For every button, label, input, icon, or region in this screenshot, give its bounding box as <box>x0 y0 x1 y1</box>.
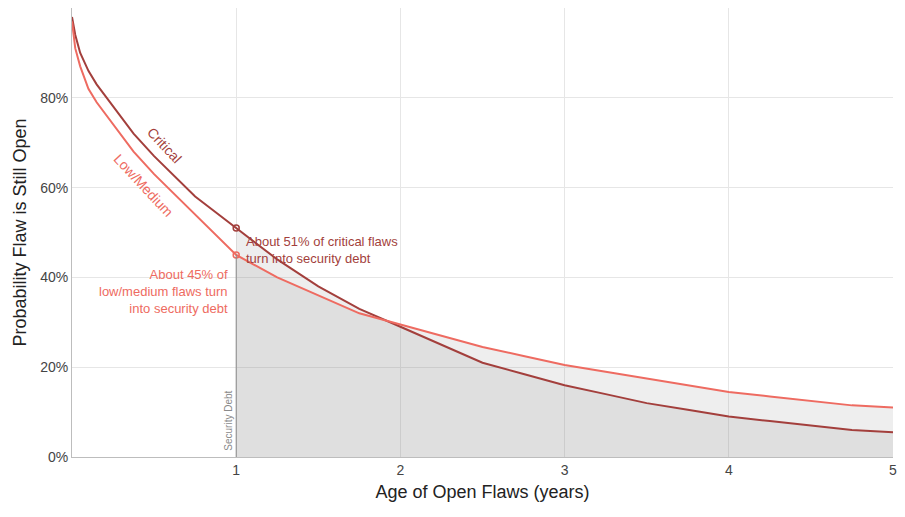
svg-text:80%: 80% <box>40 90 68 106</box>
svg-text:About 45% oflow/medium flaws t: About 45% oflow/medium flaws turninto se… <box>99 267 228 316</box>
svg-text:3: 3 <box>561 462 569 478</box>
svg-text:60%: 60% <box>40 180 68 196</box>
svg-text:Critical: Critical <box>144 124 185 166</box>
svg-text:5: 5 <box>889 462 897 478</box>
svg-text:About 51% of critical flawstur: About 51% of critical flawsturn into sec… <box>246 234 398 266</box>
svg-text:2: 2 <box>397 462 405 478</box>
svg-text:40%: 40% <box>40 269 68 285</box>
svg-text:Age of Open Flaws (years): Age of Open Flaws (years) <box>375 482 589 502</box>
svg-text:Security Debt: Security Debt <box>223 390 234 450</box>
svg-text:Probability Flaw is Still Open: Probability Flaw is Still Open <box>10 118 30 346</box>
svg-text:4: 4 <box>725 462 733 478</box>
svg-text:0%: 0% <box>48 449 68 465</box>
svg-text:Low/Medium: Low/Medium <box>111 151 177 220</box>
svg-text:1: 1 <box>232 462 240 478</box>
svg-text:20%: 20% <box>40 359 68 375</box>
